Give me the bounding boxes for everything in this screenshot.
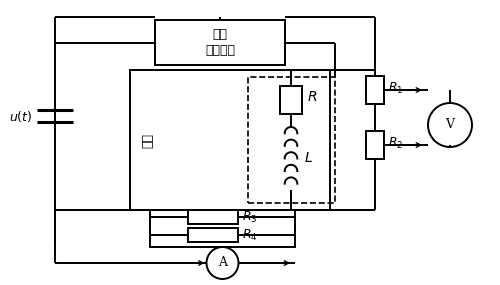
Bar bbox=[188, 210, 238, 224]
Text: 电子
控制装置: 电子 控制装置 bbox=[205, 28, 235, 56]
Bar bbox=[155, 20, 285, 65]
Text: $R_1$: $R_1$ bbox=[388, 80, 404, 95]
Text: $R$: $R$ bbox=[307, 90, 318, 104]
Bar bbox=[366, 131, 384, 159]
Bar bbox=[248, 77, 335, 203]
Bar bbox=[130, 70, 330, 210]
Text: $R_3$: $R_3$ bbox=[242, 209, 257, 225]
Text: $L$: $L$ bbox=[304, 152, 313, 166]
Bar bbox=[366, 76, 384, 104]
Text: $u(t)$: $u(t)$ bbox=[10, 109, 33, 124]
Text: V: V bbox=[446, 119, 454, 131]
Bar bbox=[188, 228, 238, 242]
Text: 线圈: 线圈 bbox=[142, 133, 154, 148]
Text: A: A bbox=[218, 256, 227, 270]
Text: $R_2$: $R_2$ bbox=[388, 135, 404, 150]
Bar bbox=[150, 210, 295, 247]
Bar bbox=[280, 86, 302, 114]
Text: $R_4$: $R_4$ bbox=[242, 227, 257, 243]
